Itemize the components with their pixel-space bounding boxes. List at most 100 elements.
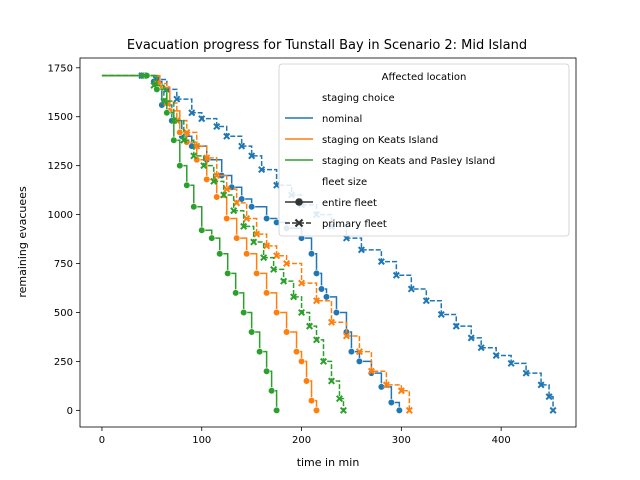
data-point (545, 393, 553, 401)
series-line (101, 74, 318, 411)
y-tick-label: 1000 (48, 210, 73, 221)
legend: Affected location staging choice nominal… (278, 63, 570, 237)
data-point (313, 297, 321, 305)
data-point (240, 308, 248, 317)
data-point (176, 128, 184, 136)
data-point (253, 230, 261, 238)
data-point (273, 252, 281, 260)
data-point (173, 95, 181, 103)
series-line (101, 74, 411, 411)
legend-entire-fleet-marker (295, 198, 303, 206)
data-point (322, 293, 331, 301)
data-point (302, 377, 311, 385)
data-point (263, 214, 271, 223)
data-point (507, 359, 515, 367)
data-point (298, 308, 306, 316)
x-tick-label: 0 (99, 435, 105, 446)
chart-title: Evacuation progress for Tunstall Bay in … (127, 38, 527, 53)
data-point (306, 322, 314, 330)
data-point (270, 265, 278, 273)
data-point (317, 285, 326, 293)
legend-box (278, 63, 570, 237)
data-point (273, 181, 281, 189)
data-point (150, 81, 158, 89)
data-point (367, 367, 375, 375)
data-point (240, 222, 248, 230)
data-point (452, 322, 460, 330)
series-4 (101, 72, 281, 414)
x-tick-label: 100 (192, 435, 211, 446)
data-point (253, 269, 261, 277)
data-point (297, 357, 306, 366)
data-point (273, 406, 281, 414)
data-point (549, 406, 557, 414)
legend-keats-pasley-label: staging on Keats and Pasley Island (322, 156, 495, 167)
x-tick-label: 200 (292, 435, 311, 446)
data-point (230, 207, 238, 215)
x-axis-label: time in min (297, 456, 360, 469)
data-point (355, 357, 364, 366)
data-point (180, 136, 188, 144)
data-point (248, 328, 256, 336)
data-point (170, 136, 178, 144)
data-point (188, 109, 196, 117)
y-tick-label: 1500 (48, 112, 73, 123)
data-point (312, 269, 321, 277)
data-point (335, 395, 343, 403)
data-point (224, 269, 232, 277)
data-point (260, 254, 268, 262)
data-point (313, 336, 321, 344)
legend-entire-fleet-label: entire fleet (322, 198, 377, 209)
data-point (477, 344, 485, 352)
legend-title: Affected location (382, 72, 467, 83)
data-point (243, 215, 251, 223)
axes: 0 100 200 300 400 0 250 500 750 1000 1250 1500 1750 (48, 63, 511, 446)
data-point (193, 142, 201, 150)
data-point (248, 203, 256, 211)
data-point (256, 348, 264, 356)
data-point (312, 406, 321, 414)
data-point (233, 199, 241, 207)
data-point (232, 289, 240, 297)
data-point (213, 123, 221, 131)
data-point (282, 328, 291, 336)
data-point (213, 171, 221, 179)
data-point (223, 132, 231, 140)
legend-primary-fleet-marker (294, 218, 304, 228)
data-point (198, 115, 206, 123)
data-point (392, 271, 400, 279)
data-point (522, 369, 530, 377)
data-point (263, 242, 271, 250)
data-point (347, 348, 356, 356)
data-point (190, 203, 198, 211)
data-point (437, 310, 445, 318)
data-point (298, 279, 306, 287)
data-point (216, 250, 224, 258)
data-point (357, 246, 365, 254)
data-point (263, 289, 271, 297)
data-point (210, 177, 218, 185)
data-point (223, 214, 231, 223)
y-tick-label: 0 (67, 406, 73, 417)
data-point (405, 406, 413, 414)
data-point (183, 181, 191, 189)
y-tick-label: 750 (54, 259, 73, 270)
legend-keats-label: staging on Keats Island (322, 135, 438, 146)
data-point (377, 258, 385, 266)
data-point (243, 250, 251, 258)
data-point (273, 308, 281, 317)
data-point (307, 250, 316, 258)
data-point (248, 152, 256, 160)
data-point (307, 396, 316, 405)
data-point (327, 318, 336, 326)
data-point (183, 128, 191, 136)
legend-staging-header: staging choice (322, 93, 395, 104)
data-point (355, 348, 363, 356)
x-tick-label: 400 (492, 435, 511, 446)
series-5 (101, 72, 347, 414)
data-point (163, 109, 171, 117)
data-point (467, 334, 475, 342)
data-point (280, 277, 288, 285)
data-point (208, 234, 216, 242)
